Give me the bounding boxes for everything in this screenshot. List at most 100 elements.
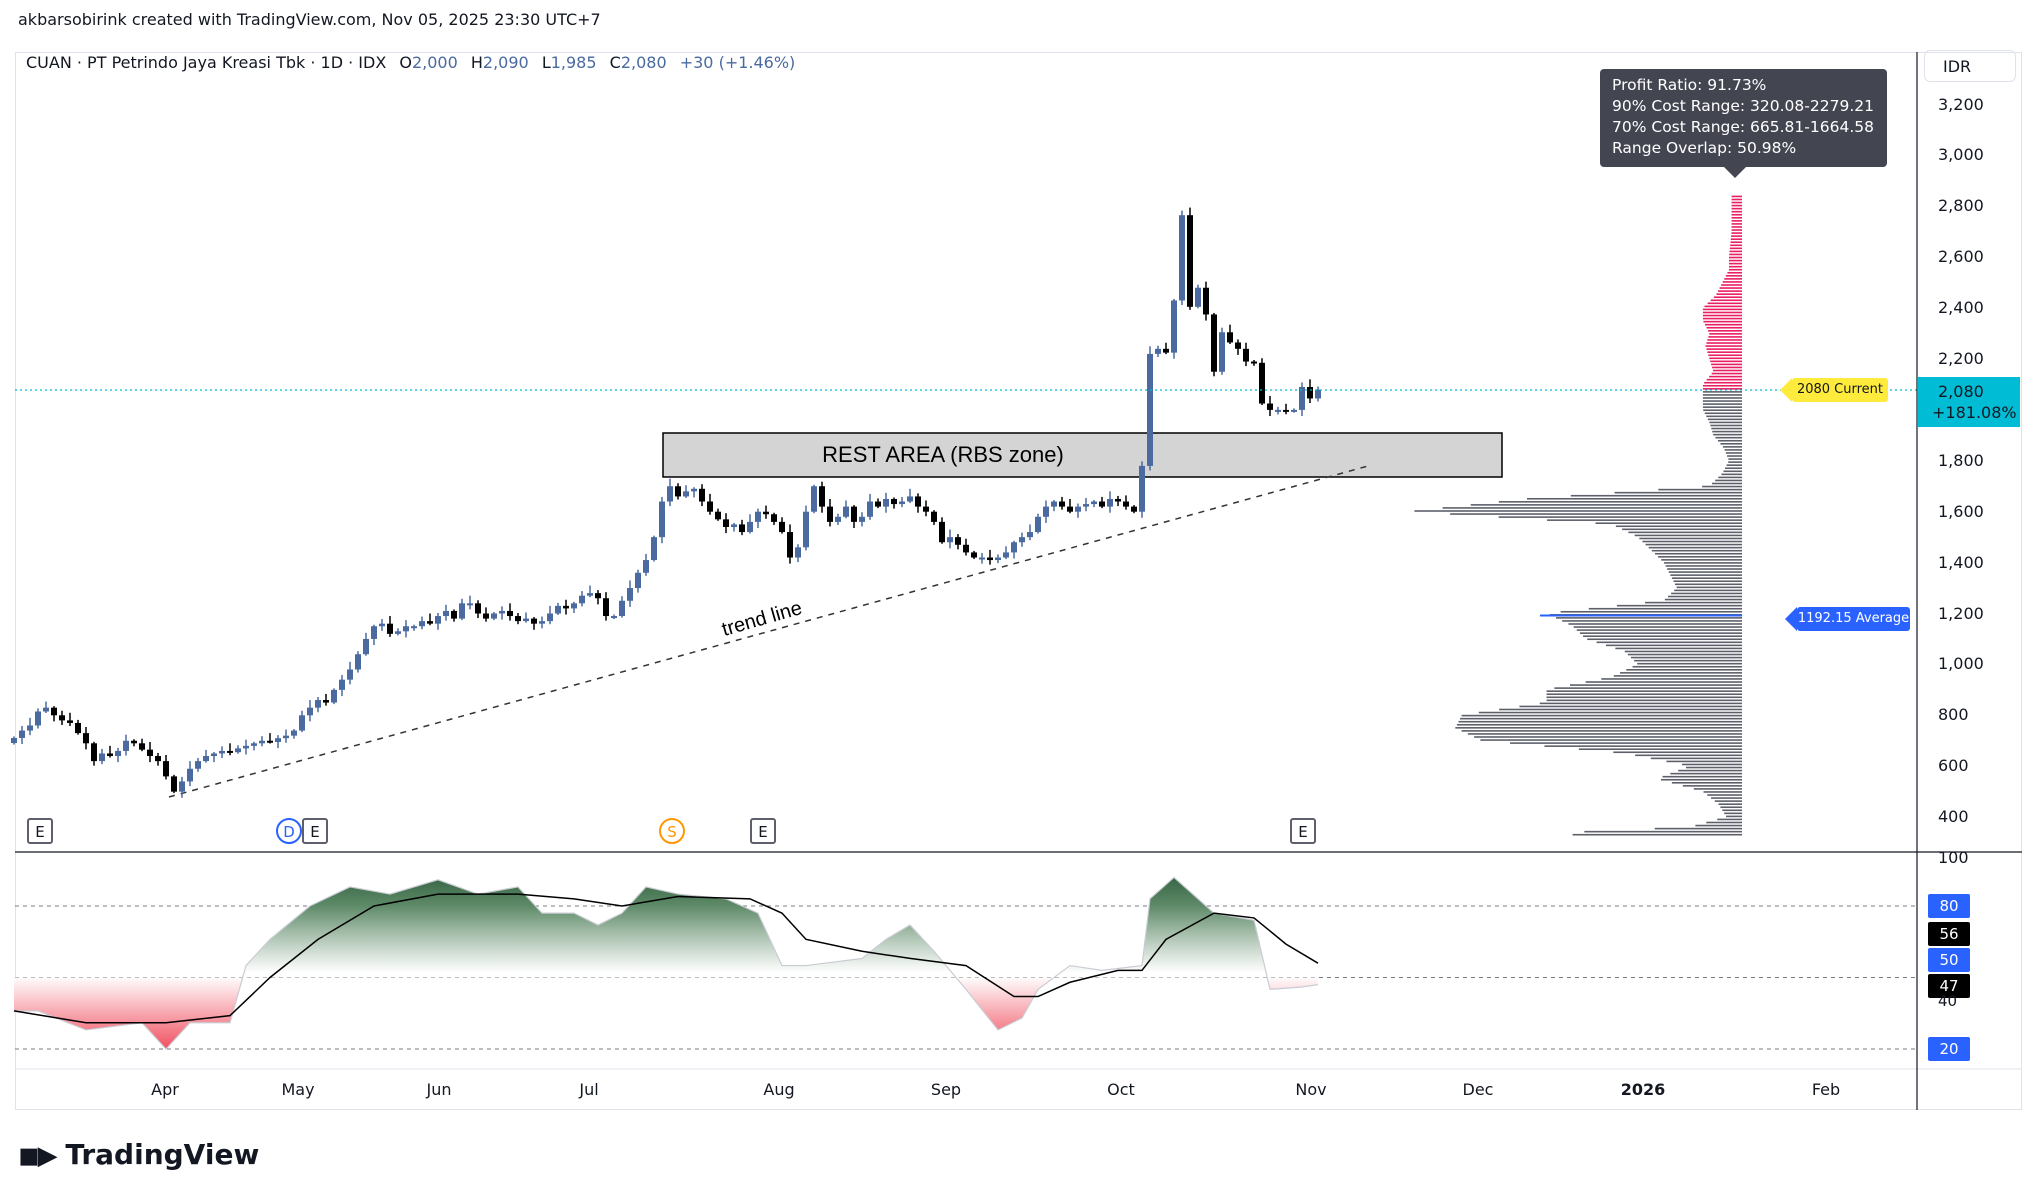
price-axis-label: 600	[1938, 756, 1969, 776]
candle-down	[723, 519, 729, 527]
candle-up	[1155, 348, 1161, 354]
candle-up	[283, 735, 289, 739]
candle-up	[667, 486, 673, 502]
candle-down	[963, 544, 969, 553]
candle-down	[131, 740, 137, 744]
candle-up	[1035, 516, 1041, 533]
candle-up	[659, 501, 665, 538]
symbol-name[interactable]: CUAN · PT Petrindo Jaya Kreasi Tbk · 1D …	[26, 53, 387, 72]
volume-profile-row	[1715, 479, 1742, 482]
volume-profile-row	[1662, 775, 1742, 778]
rest-area-zone[interactable]	[662, 432, 1503, 478]
earnings-marker[interactable]: E	[1290, 818, 1316, 844]
volume-profile-row	[1715, 436, 1742, 439]
candle-down	[715, 511, 721, 520]
volume-profile-row	[1478, 711, 1742, 714]
volume-profile	[1414, 195, 1742, 836]
candle-up	[651, 537, 657, 561]
candle-down	[1059, 501, 1065, 507]
volume-profile-row	[1568, 623, 1742, 625]
candle-up	[1171, 300, 1177, 353]
candle-up	[611, 616, 617, 619]
candle-down	[531, 618, 537, 624]
candle-down	[739, 524, 745, 533]
earnings-marker[interactable]: E	[750, 818, 776, 844]
candle-up	[435, 616, 441, 624]
volume-profile-row	[1555, 617, 1742, 619]
volume-profile-row	[1721, 473, 1742, 476]
candle-up	[123, 740, 129, 751]
candle-up	[19, 730, 25, 738]
candle-down	[851, 506, 857, 522]
volume-profile-row	[1707, 339, 1742, 341]
volume-profile-row	[1670, 574, 1742, 576]
candle-up	[539, 621, 545, 624]
candle-down	[939, 521, 945, 543]
volume-profile-row	[1615, 525, 1742, 528]
volume-profile-row	[1460, 717, 1742, 720]
candle-down	[51, 707, 57, 716]
price-axis-label: 3,200	[1938, 94, 1984, 114]
candle-down	[763, 511, 769, 515]
candle-up	[1299, 386, 1305, 410]
candle-down	[147, 749, 153, 757]
candle-up	[571, 603, 577, 609]
volume-profile-row	[1648, 546, 1742, 549]
candle-down	[1187, 215, 1193, 307]
candle-up	[275, 738, 281, 743]
volume-profile-row	[1470, 504, 1742, 506]
volume-profile-row	[1731, 198, 1742, 201]
time-label-may: May	[281, 1080, 315, 1099]
volume-profile-row	[1717, 818, 1742, 821]
time-label-feb: Feb	[1811, 1080, 1841, 1099]
volume-profile-row	[1708, 336, 1742, 338]
volume-profile-row	[1725, 452, 1742, 454]
volume-profile-row	[1461, 730, 1742, 732]
candle-up	[251, 743, 257, 746]
candle-up	[43, 707, 49, 712]
split-marker[interactable]: S	[659, 818, 685, 844]
volume-profile-row	[1650, 757, 1742, 760]
time-label-dec: Dec	[1462, 1080, 1494, 1099]
candle-up	[555, 605, 561, 614]
earnings-marker[interactable]: E	[302, 818, 328, 844]
volume-profile-row	[1624, 650, 1742, 653]
volume-profile-row	[1728, 256, 1742, 259]
currency-button[interactable]: IDR	[1924, 50, 2016, 82]
volume-profile-row	[1579, 632, 1742, 634]
volume-profile-row	[1654, 552, 1742, 555]
candle-up	[1075, 506, 1081, 512]
candle-down	[875, 501, 881, 507]
volume-profile-row	[1716, 293, 1742, 295]
volume-profile-row	[1718, 803, 1742, 805]
price-axis-label: 2,400	[1938, 298, 1984, 318]
volume-profile-row	[1702, 317, 1742, 320]
volume-profile-row	[1713, 433, 1742, 436]
volume-profile-row	[1710, 424, 1742, 427]
volume-profile-row	[1639, 537, 1742, 540]
dividend-marker[interactable]: D	[276, 818, 302, 844]
trend-line[interactable]	[168, 465, 1369, 798]
volume-profile-row	[1596, 641, 1742, 644]
volume-profile-row	[1710, 360, 1742, 363]
price-axis-label: 1,200	[1938, 603, 1984, 623]
tradingview-logo[interactable]: ◼▶ TradingView	[18, 1138, 259, 1171]
volume-profile-row	[1461, 714, 1742, 717]
volume-profile-row	[1578, 748, 1742, 751]
candle-up	[843, 506, 849, 517]
volume-profile-row	[1711, 372, 1742, 375]
volume-profile-row	[1458, 720, 1742, 723]
candle-up	[1139, 465, 1145, 512]
volume-profile-row	[1706, 342, 1742, 344]
candle-down	[787, 532, 793, 558]
volume-profile-row	[1723, 470, 1742, 473]
osc-axis-100: 100	[1938, 848, 1969, 867]
price-axis-label: 3,000	[1938, 145, 1984, 165]
candle-up	[747, 521, 753, 533]
volume-profile-row	[1713, 296, 1742, 299]
candle-up	[99, 753, 105, 762]
candle-up	[299, 715, 305, 731]
earnings-marker[interactable]: E	[27, 818, 53, 844]
cost-range-70: 70% Cost Range: 665.81-1664.58	[1612, 118, 1874, 136]
